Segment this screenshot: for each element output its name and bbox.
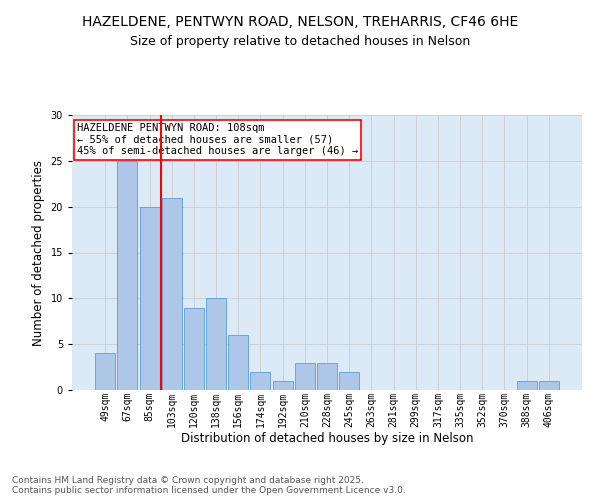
X-axis label: Distribution of detached houses by size in Nelson: Distribution of detached houses by size … [181,432,473,445]
Text: Contains HM Land Registry data © Crown copyright and database right 2025.
Contai: Contains HM Land Registry data © Crown c… [12,476,406,495]
Bar [184,308,204,390]
Text: HAZELDENE, PENTWYN ROAD, NELSON, TREHARRIS, CF46 6HE: HAZELDENE, PENTWYN ROAD, NELSON, TREHARR… [82,15,518,29]
Bar [317,362,337,390]
Bar [339,372,359,390]
Bar [539,381,559,390]
Bar [140,206,160,390]
Bar [95,354,115,390]
Text: HAZELDENE PENTWYN ROAD: 108sqm
← 55% of detached houses are smaller (57)
45% of : HAZELDENE PENTWYN ROAD: 108sqm ← 55% of … [77,123,358,156]
Bar [228,335,248,390]
Bar [118,161,137,390]
Bar [206,298,226,390]
Bar [162,198,182,390]
Bar [295,362,315,390]
Bar [517,381,536,390]
Bar [272,381,293,390]
Bar [250,372,271,390]
Text: Size of property relative to detached houses in Nelson: Size of property relative to detached ho… [130,35,470,48]
Y-axis label: Number of detached properties: Number of detached properties [32,160,45,346]
